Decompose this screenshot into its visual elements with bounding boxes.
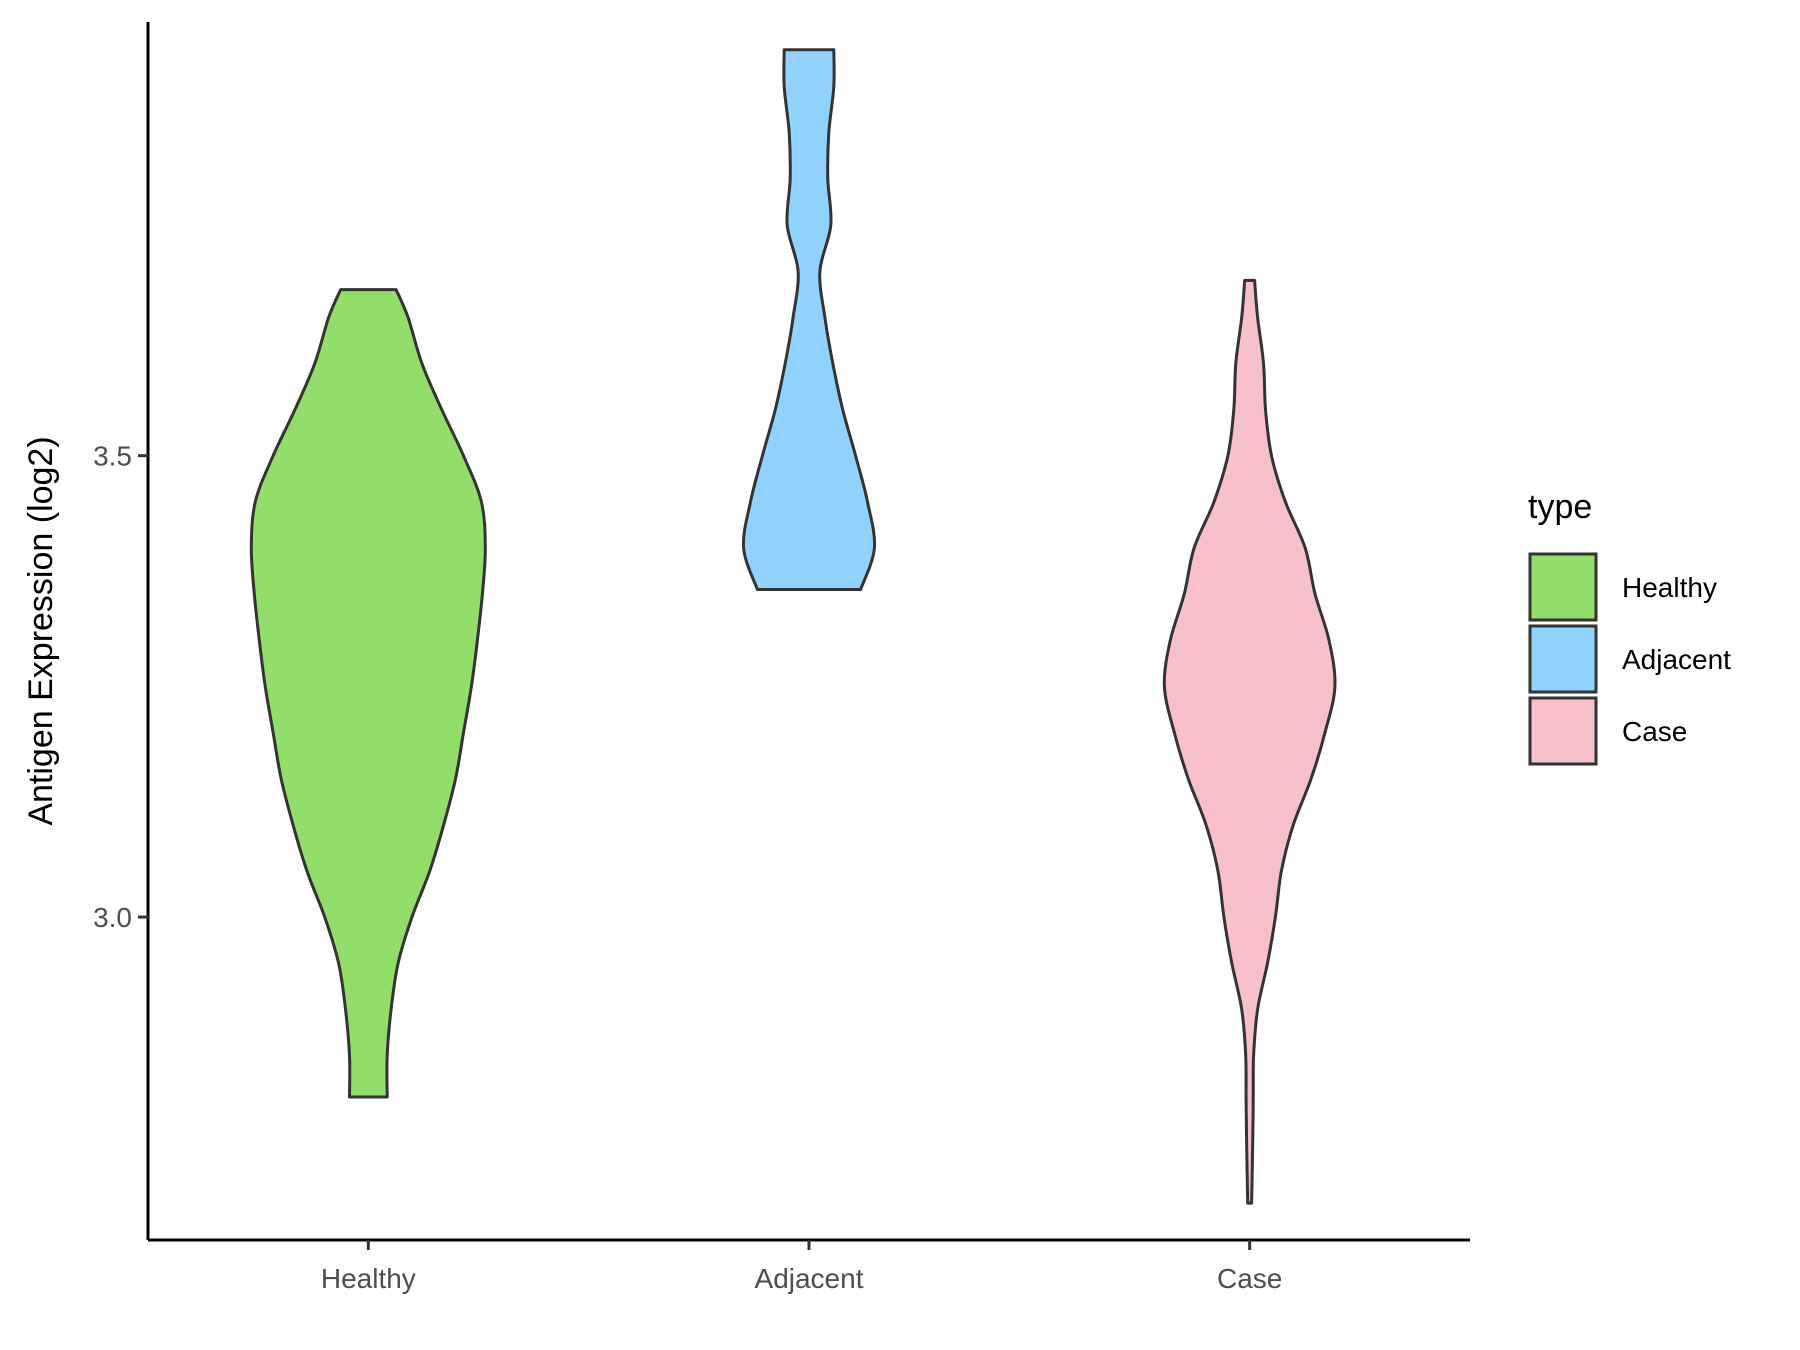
- y-tick-label: 3.0: [93, 902, 132, 933]
- y-tick-label: 3.5: [93, 441, 132, 472]
- legend-label-case: Case: [1622, 716, 1687, 747]
- x-tick-label-adjacent: Adjacent: [755, 1263, 864, 1294]
- legend-key-case: [1528, 696, 1598, 766]
- x-axis-ticks: Healthy Adjacent Case: [321, 1240, 1282, 1294]
- legend-key-adjacent: [1528, 624, 1598, 694]
- legend-label-adjacent: Adjacent: [1622, 644, 1731, 675]
- violin-adjacent: [741, 48, 877, 591]
- x-tick-label-case: Case: [1217, 1263, 1282, 1294]
- violin-group: [249, 48, 1337, 1205]
- x-tick-label-healthy: Healthy: [321, 1263, 416, 1294]
- y-axis-ticks: 3.0 3.5: [93, 441, 148, 933]
- legend-label-healthy: Healthy: [1622, 572, 1717, 603]
- violin-case: [1162, 278, 1337, 1205]
- violin-healthy: [249, 288, 487, 1099]
- legend-title: type: [1528, 488, 1592, 526]
- legend-key-healthy: [1528, 552, 1598, 622]
- legend: type Healthy Adjacent Case: [1528, 488, 1731, 766]
- y-axis-title: Antigen Expression (log2): [22, 436, 60, 825]
